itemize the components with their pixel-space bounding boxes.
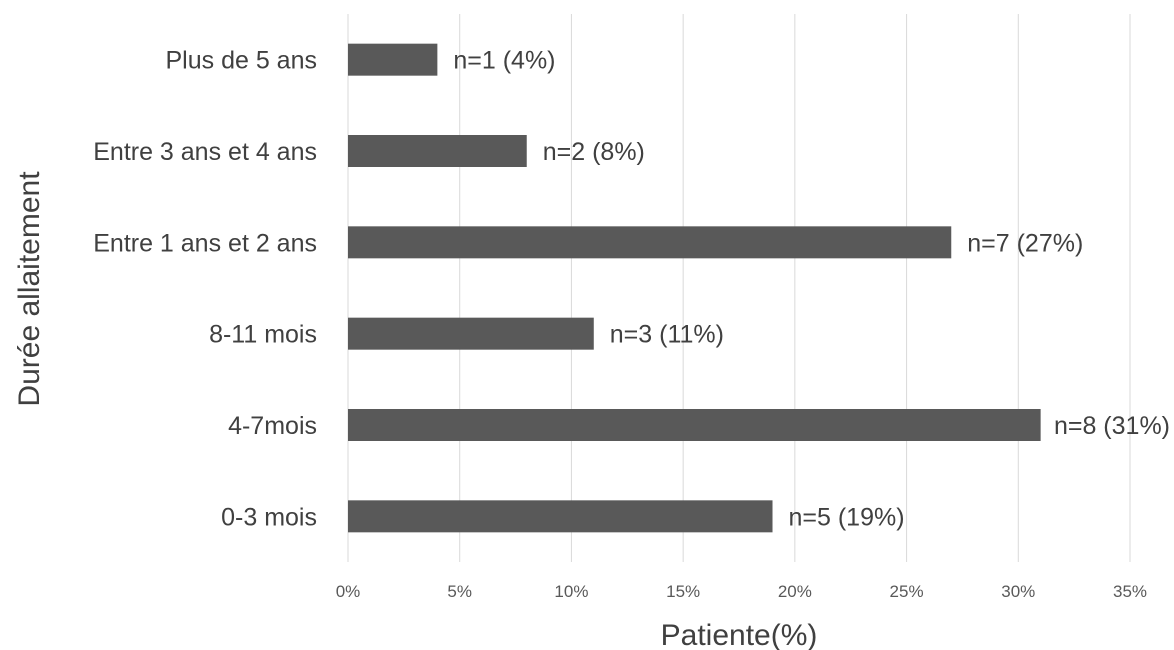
- y-axis-title: Durée allaitement: [13, 171, 46, 407]
- bar-data-label: n=2 (8%): [543, 138, 645, 166]
- x-tick-label: 20%: [778, 582, 812, 601]
- bar-data-label: n=8 (31%): [1054, 412, 1170, 440]
- bar-data-label: n=5 (19%): [789, 503, 905, 531]
- x-tick-label: 25%: [890, 582, 924, 601]
- category-label: 0-3 mois: [221, 503, 317, 531]
- bar: [348, 43, 438, 76]
- category-label: 8-11 mois: [209, 321, 317, 349]
- category-label: Entre 1 ans et 2 ans: [93, 229, 317, 257]
- x-tick-label: 5%: [447, 582, 472, 601]
- x-axis-title: Patiente(%): [661, 619, 818, 650]
- category-label: 4-7mois: [228, 412, 317, 440]
- bar-data-label: n=3 (11%): [610, 321, 724, 349]
- gridlines: [347, 14, 1131, 562]
- category-labels: 0-3 mois 4-7mois 8-11 mois Entre 1 ans et 2…: [93, 47, 317, 532]
- bar: [348, 409, 1041, 441]
- category-label: Entre 3 ans et 4 ans: [93, 138, 317, 166]
- data-labels: n=5 (19%) n=8 (31%) n=3 (11%) n=7 (27%) n=2 …: [453, 47, 1170, 532]
- bar: [348, 500, 773, 533]
- bar: [348, 135, 527, 167]
- category-label: Plus de 5 ans: [166, 47, 318, 75]
- bar: [348, 226, 952, 259]
- x-tick-label: 35%: [1113, 582, 1147, 601]
- bars: [348, 43, 1041, 533]
- x-tick-label: 30%: [1001, 582, 1035, 601]
- x-tick-label: 10%: [554, 582, 588, 601]
- x-tick-label: 15%: [666, 582, 700, 601]
- bar-data-label: n=7 (27%): [967, 229, 1083, 257]
- x-tick-label: 0%: [336, 582, 361, 601]
- bar-data-label: n=1 (4%): [453, 47, 555, 75]
- x-tick-labels: 0% 5% 10% 15% 20% 25% 30% 35%: [336, 582, 1147, 601]
- bar: [348, 317, 594, 350]
